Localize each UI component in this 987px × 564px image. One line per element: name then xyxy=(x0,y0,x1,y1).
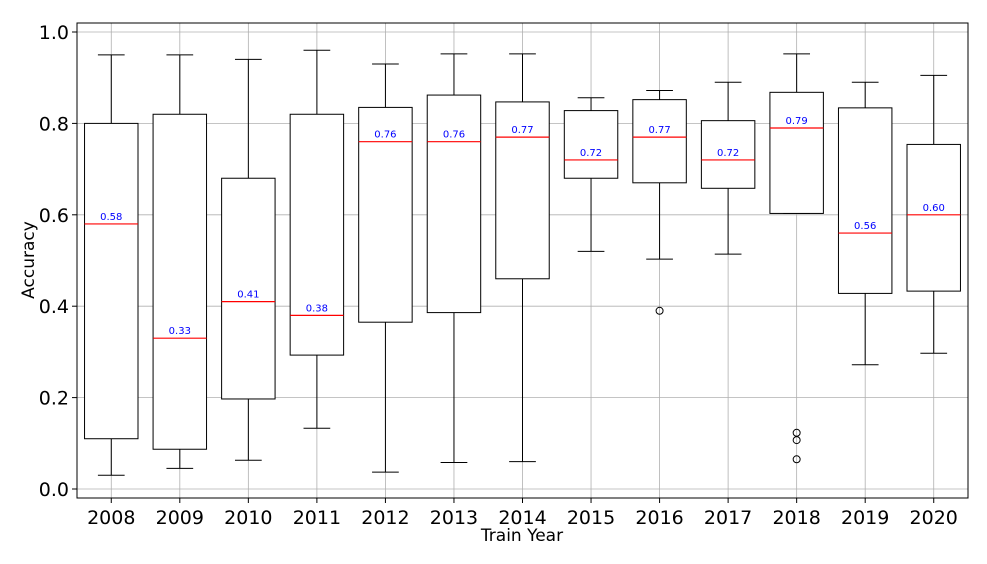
median-label: 0.72 xyxy=(580,148,602,159)
x-tick-label: 2014 xyxy=(498,507,546,529)
median-label: 0.79 xyxy=(786,116,808,127)
iqr-box xyxy=(837,107,893,294)
y-tick-label: 0.6 xyxy=(39,205,69,227)
median-label: 0.38 xyxy=(306,303,328,314)
box-2019: 0.56 xyxy=(837,81,893,366)
box-2018: 0.79 xyxy=(769,53,824,464)
box-2016: 0.77 xyxy=(632,89,687,315)
x-tick-label: 2020 xyxy=(910,507,958,529)
box-2014: 0.77 xyxy=(495,53,550,463)
x-tick-label: 2013 xyxy=(430,507,478,529)
median-label: 0.56 xyxy=(854,221,876,232)
x-tick-label: 2009 xyxy=(156,507,204,529)
x-tick-label: 2008 xyxy=(87,507,135,529)
box-series: 0.58 0.33 0.41 0.38 0.76 0.76 0.77 0.72 0.77 0.72… xyxy=(84,49,961,476)
x-tick-label: 2016 xyxy=(635,507,683,529)
x-tick-label: 2018 xyxy=(772,507,820,529)
median-label: 0.76 xyxy=(374,130,396,141)
iqr-box xyxy=(84,122,139,440)
median-label: 0.77 xyxy=(511,125,533,136)
median-label: 0.60 xyxy=(923,203,945,214)
median-label: 0.33 xyxy=(169,326,191,337)
outlier-point xyxy=(792,455,801,464)
x-tick-label: 2017 xyxy=(704,507,752,529)
x-tick-label: 2011 xyxy=(293,507,341,529)
iqr-box xyxy=(221,177,276,400)
box-2017: 0.72 xyxy=(700,81,756,255)
iqr-box xyxy=(906,143,961,292)
x-axis-label: Train Year xyxy=(480,526,563,546)
box-2020: 0.60 xyxy=(906,74,961,354)
iqr-box xyxy=(426,94,482,314)
y-tick-label: 0.4 xyxy=(39,296,69,318)
y-tick-label: 0.0 xyxy=(39,479,69,501)
y-tick-label: 0.2 xyxy=(39,388,69,410)
median-label: 0.72 xyxy=(717,148,739,159)
y-tick-label: 0.8 xyxy=(39,113,69,135)
y-axis-label: Accuracy xyxy=(19,221,39,299)
iqr-box xyxy=(152,113,208,450)
outlier-point xyxy=(655,306,664,315)
box-2015: 0.72 xyxy=(563,97,619,252)
box-2012: 0.76 xyxy=(358,63,413,473)
x-tick-label: 2019 xyxy=(841,507,889,529)
median-label: 0.41 xyxy=(237,290,259,301)
iqr-box xyxy=(700,120,756,189)
median-label: 0.77 xyxy=(648,125,670,136)
x-tick-label: 2012 xyxy=(361,507,409,529)
box-2009: 0.33 xyxy=(152,54,208,469)
iqr-box xyxy=(289,113,345,356)
outlier-point xyxy=(792,436,801,445)
box-2010: 0.41 xyxy=(221,58,276,461)
box-2008: 0.58 xyxy=(84,54,139,476)
iqr-box xyxy=(563,110,619,179)
box-2013: 0.76 xyxy=(426,53,482,463)
iqr-box xyxy=(769,91,824,214)
axis-ticks: 0.0 0.2 0.4 0.6 0.8 1.0 2008 2009 2010 2011 2012 20… xyxy=(39,22,958,529)
iqr-box xyxy=(495,101,550,280)
box-2011: 0.38 xyxy=(289,49,345,429)
iqr-box xyxy=(632,99,687,184)
median-label: 0.76 xyxy=(443,130,465,141)
x-tick-label: 2010 xyxy=(224,507,272,529)
x-tick-label: 2015 xyxy=(567,507,615,529)
y-tick-label: 1.0 xyxy=(39,22,69,44)
iqr-box xyxy=(358,106,413,323)
median-label: 0.58 xyxy=(100,212,122,223)
